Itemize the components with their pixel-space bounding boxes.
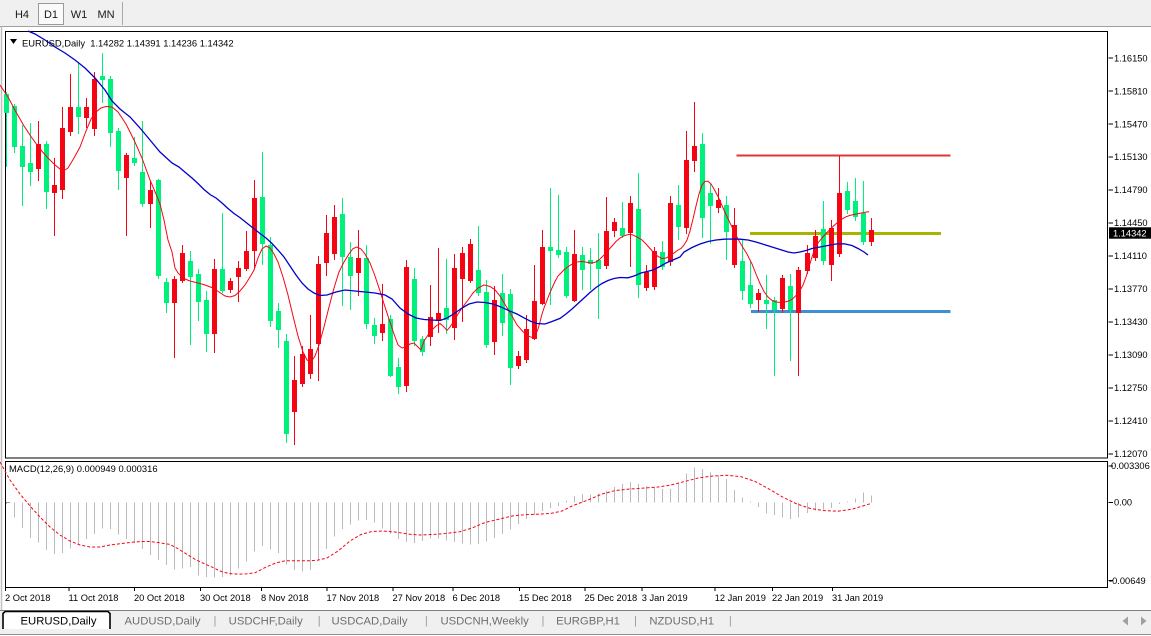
svg-text:0.003306: 0.003306	[1111, 461, 1150, 471]
svg-text:USDCAD,Daily: USDCAD,Daily	[332, 615, 408, 627]
svg-text:USDCNH,Weekly: USDCNH,Weekly	[440, 615, 529, 627]
svg-text:MACD(12,26,9) 0.000949 0.00031: MACD(12,26,9) 0.000949 0.000316	[9, 463, 158, 474]
svg-text:|: |	[425, 615, 428, 627]
svg-text:3 Jan 2019: 3 Jan 2019	[642, 593, 688, 603]
svg-text:H4: H4	[15, 9, 29, 21]
svg-text:W1: W1	[71, 9, 88, 21]
svg-text:1.13090: 1.13090	[1114, 350, 1148, 360]
svg-text:1.14342: 1.14342	[1113, 228, 1147, 238]
svg-text:11 Oct 2018: 11 Oct 2018	[69, 593, 119, 603]
svg-text:D1: D1	[44, 9, 58, 21]
svg-text:1.15810: 1.15810	[1114, 86, 1148, 96]
svg-text:1.12070: 1.12070	[1114, 449, 1148, 459]
svg-text:1.13430: 1.13430	[1114, 317, 1148, 327]
svg-text:1.15470: 1.15470	[1114, 119, 1148, 129]
svg-text:17 Nov 2018: 17 Nov 2018	[327, 593, 380, 603]
svg-text:20 Oct 2018: 20 Oct 2018	[134, 593, 185, 603]
svg-text:1.15130: 1.15130	[1114, 152, 1148, 162]
svg-text:|: |	[634, 615, 637, 627]
svg-text:|: |	[729, 615, 732, 627]
svg-text:|: |	[214, 615, 217, 627]
svg-text:22 Jan 2019: 22 Jan 2019	[772, 593, 823, 603]
svg-text:USDCHF,Daily: USDCHF,Daily	[229, 615, 303, 627]
svg-text:EURUSD,Daily: EURUSD,Daily	[21, 615, 97, 627]
svg-text:1.13770: 1.13770	[1114, 284, 1148, 294]
svg-text:0.00: 0.00	[1114, 498, 1132, 508]
svg-text:15 Dec 2018: 15 Dec 2018	[519, 593, 572, 603]
svg-text:1.14790: 1.14790	[1114, 185, 1148, 195]
svg-text:8 Nov 2018: 8 Nov 2018	[261, 593, 309, 603]
svg-text:27 Nov 2018: 27 Nov 2018	[393, 593, 446, 603]
svg-text:31 Jan 2019: 31 Jan 2019	[832, 593, 883, 603]
svg-text:AUDUSD,Daily: AUDUSD,Daily	[125, 615, 201, 627]
svg-text:MN: MN	[97, 9, 114, 21]
svg-text:|: |	[542, 615, 545, 627]
svg-text:EURGBP,H1: EURGBP,H1	[556, 615, 620, 627]
svg-text:6 Dec 2018: 6 Dec 2018	[453, 593, 501, 603]
svg-text:1.14450: 1.14450	[1114, 218, 1148, 228]
svg-text:1.12410: 1.12410	[1114, 416, 1148, 426]
svg-text:1.16150: 1.16150	[1114, 53, 1148, 63]
svg-text:-0.00649: -0.00649	[1109, 576, 1146, 586]
svg-text:NZDUSD,H1: NZDUSD,H1	[649, 615, 714, 627]
svg-text:|: |	[318, 615, 321, 627]
svg-text:1.12750: 1.12750	[1114, 383, 1148, 393]
svg-text:25 Dec 2018: 25 Dec 2018	[585, 593, 638, 603]
svg-text:1.14110: 1.14110	[1114, 251, 1147, 261]
svg-text:12 Jan 2019: 12 Jan 2019	[715, 593, 766, 603]
svg-text:EURUSD,Daily 1.14282 1.14391: EURUSD,Daily 1.14282 1.14391 1.14236 1.1…	[22, 38, 234, 49]
svg-text:30 Oct 2018: 30 Oct 2018	[200, 593, 251, 603]
svg-text:2 Oct 2018: 2 Oct 2018	[5, 593, 50, 603]
